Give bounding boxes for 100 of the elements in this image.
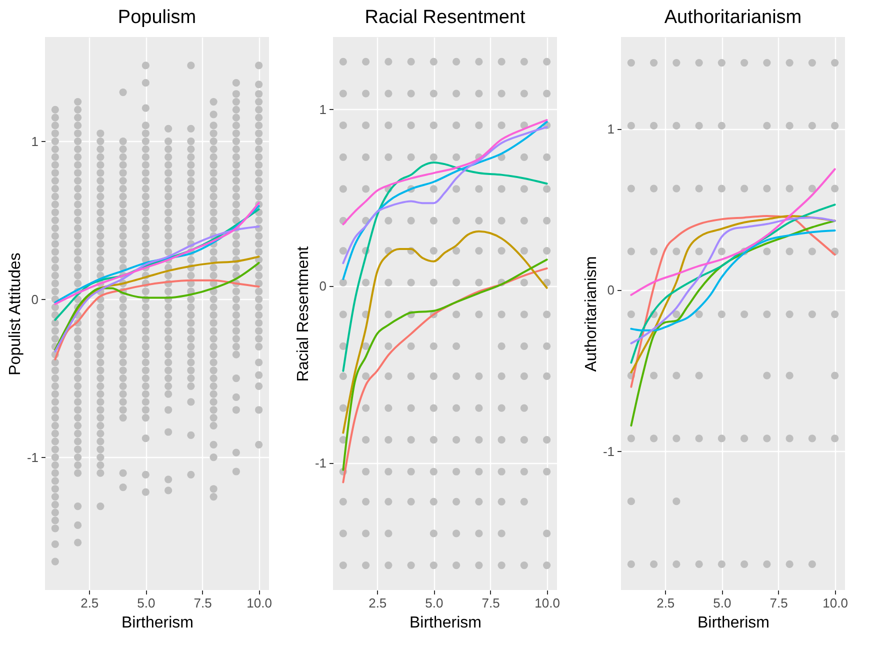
point (255, 334, 263, 343)
point (187, 184, 195, 192)
point (51, 453, 59, 462)
point (210, 311, 218, 319)
point (498, 310, 506, 318)
point (520, 185, 528, 193)
x-tick-label: 10.0 (246, 596, 272, 610)
point (430, 498, 438, 506)
point (452, 561, 460, 570)
point (650, 560, 658, 568)
point (718, 58, 726, 67)
point (119, 327, 127, 335)
point (695, 122, 703, 130)
point (96, 216, 104, 224)
point (119, 176, 127, 185)
point (362, 185, 370, 193)
point (339, 185, 347, 193)
point (74, 422, 82, 430)
point (475, 246, 483, 255)
point (339, 90, 347, 98)
point (74, 224, 82, 232)
point (339, 310, 347, 318)
point (407, 404, 415, 412)
point (210, 350, 218, 358)
point (74, 248, 82, 256)
point (210, 358, 218, 366)
point (407, 122, 415, 130)
point (475, 372, 483, 380)
point (187, 145, 195, 153)
point (362, 90, 370, 98)
point (74, 272, 82, 280)
point (650, 248, 658, 256)
point (430, 530, 438, 538)
point (407, 342, 415, 350)
point (695, 184, 703, 192)
point (430, 436, 438, 444)
point (51, 240, 59, 248)
point (164, 169, 172, 177)
point (51, 430, 59, 438)
point (74, 398, 82, 406)
point (407, 278, 415, 286)
point (232, 393, 240, 402)
point (339, 246, 347, 255)
point (187, 224, 195, 232)
point (119, 153, 127, 161)
point (119, 192, 127, 200)
point (430, 58, 438, 66)
point (543, 310, 551, 318)
point (74, 106, 82, 114)
point (232, 176, 240, 185)
point (96, 264, 104, 272)
point (520, 58, 528, 66)
point (74, 200, 82, 208)
point (672, 372, 680, 380)
point (119, 358, 127, 366)
point (51, 398, 59, 406)
point (255, 106, 263, 114)
point (430, 122, 438, 130)
point (232, 200, 240, 208)
point (498, 436, 506, 444)
point (164, 216, 172, 224)
point (142, 334, 150, 343)
point (430, 372, 438, 380)
point (96, 161, 104, 169)
point (543, 561, 551, 570)
point (96, 342, 104, 350)
point (452, 58, 460, 66)
point (407, 216, 415, 225)
point (142, 169, 150, 177)
point (74, 264, 82, 272)
point (255, 176, 263, 185)
point (232, 288, 240, 296)
line-series (342, 161, 548, 372)
point (51, 382, 59, 390)
point (232, 137, 240, 146)
point (627, 184, 635, 192)
y-tick-label: 0 (607, 282, 614, 298)
y-axis-title: Authoritarianism (582, 256, 600, 372)
point (831, 58, 839, 67)
point (119, 382, 127, 390)
point (119, 200, 127, 208)
point (384, 561, 392, 570)
point (187, 124, 195, 132)
point (520, 216, 528, 225)
point (164, 200, 172, 208)
point (232, 145, 240, 153)
point (96, 446, 104, 454)
point (119, 484, 127, 492)
point (119, 169, 127, 177)
point (210, 414, 218, 422)
point (210, 398, 218, 406)
point (96, 390, 104, 398)
point (255, 327, 263, 335)
point (498, 58, 506, 66)
point (339, 530, 347, 538)
point (51, 137, 59, 146)
point (164, 428, 172, 436)
point (672, 310, 680, 318)
point (74, 145, 82, 153)
point (627, 498, 635, 506)
